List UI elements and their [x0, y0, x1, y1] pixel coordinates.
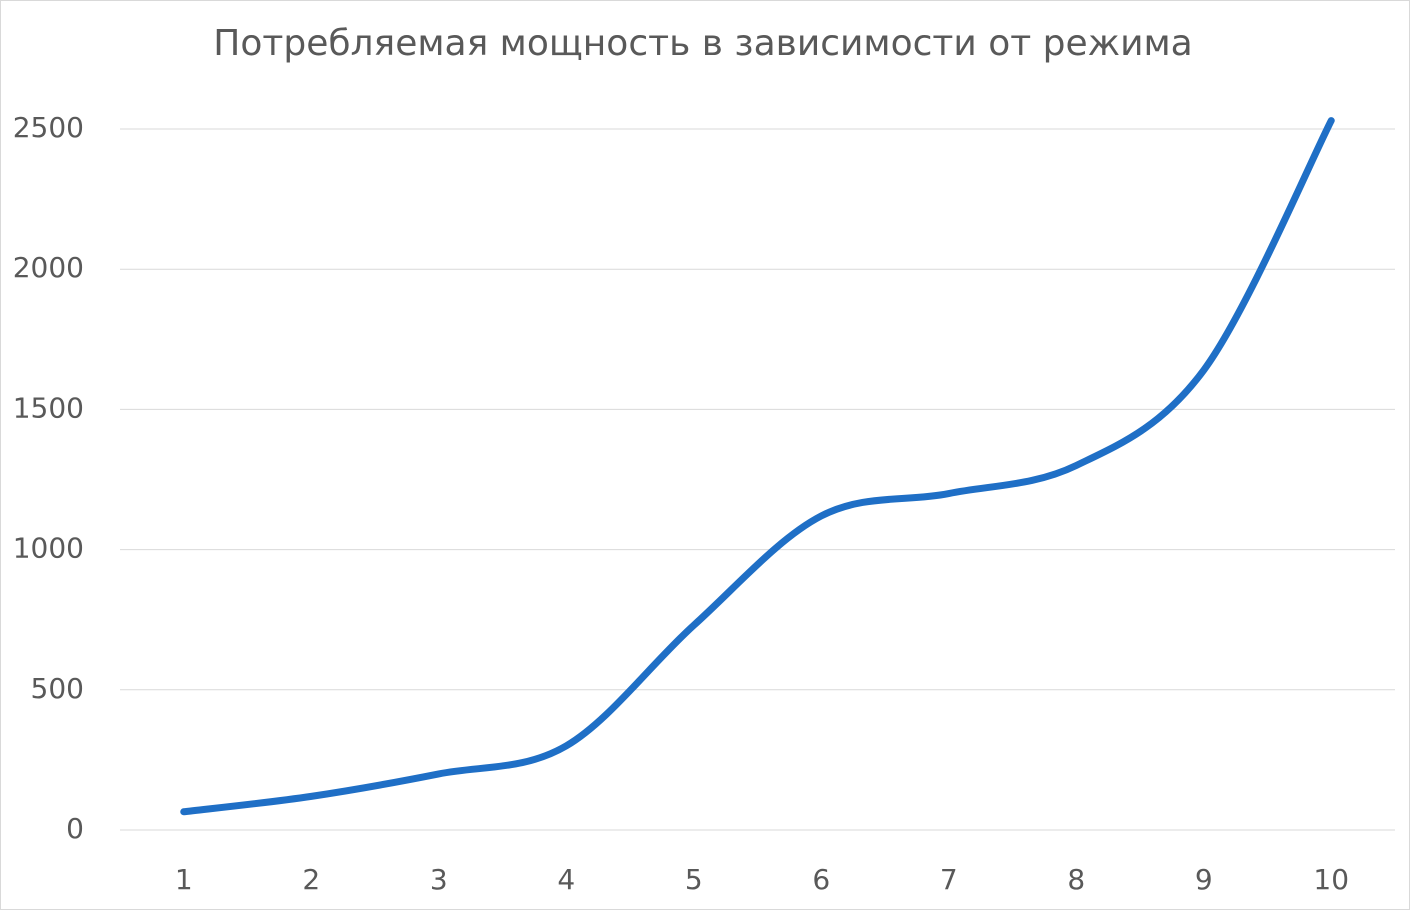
x-tick-label: 7	[940, 863, 958, 896]
y-tick-label: 2000	[13, 251, 84, 284]
y-tick-label: 2500	[13, 111, 84, 144]
chart-title: Потребляемая мощность в зависимости от р…	[213, 23, 1192, 64]
line	[180, 117, 1335, 816]
x-tick-label: 1	[175, 863, 193, 896]
x-tick-label: 6	[812, 863, 830, 896]
x-tick-label: 4	[557, 863, 575, 896]
y-tick-label: 0	[66, 812, 84, 845]
x-tick-label: 2	[302, 863, 320, 896]
x-tick-label: 8	[1067, 863, 1085, 896]
x-tick-label: 9	[1195, 863, 1213, 896]
y-tick-label: 1500	[13, 391, 84, 424]
y-tick-label: 500	[31, 672, 84, 705]
x-tick-label: 5	[685, 863, 703, 896]
y-tick-label: 1000	[13, 532, 84, 565]
x-tick-label: 10	[1313, 863, 1349, 896]
x-tick-label: 3	[430, 863, 448, 896]
